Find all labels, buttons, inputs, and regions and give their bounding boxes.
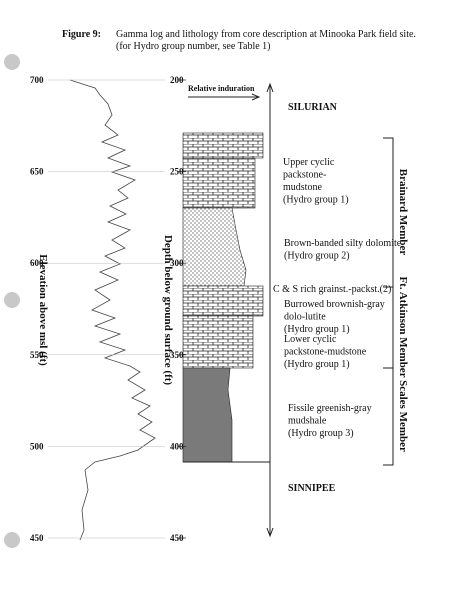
lithology-block (182, 157, 256, 209)
caption-label: Figure 9: (62, 29, 101, 40)
lithology-label: (Hydro group 1) (284, 324, 350, 335)
punch-hole (4, 532, 20, 548)
depth-title: Depth below ground surface (ft) (162, 235, 174, 385)
member-label: Scales Member (397, 380, 409, 452)
elevation-tick-label: 600 (30, 258, 44, 268)
lithology-label: mudshale (288, 416, 327, 427)
lithology-label: packstone-mudstone (284, 347, 367, 358)
lithology-label: Upper cyclic (283, 157, 335, 168)
induration-arrowhead (251, 93, 261, 101)
lithology-block (182, 285, 264, 317)
formation-bottom: SINNIPEE (288, 483, 336, 494)
caption-text: Gamma log and lithology from core descri… (116, 29, 416, 40)
punch-hole (4, 54, 20, 70)
lithology-label: C & S rich grainst.-packst.(2) (273, 284, 391, 295)
depth-tick-label: 200 (170, 75, 184, 85)
lithology-label: Fissile greenish-gray (288, 403, 372, 414)
lithology-block (182, 132, 264, 159)
depth-tick-label: 300 (170, 258, 184, 268)
formation-top: SILURIAN (288, 102, 338, 113)
axis-arrows (266, 82, 274, 538)
lithology-block (182, 207, 247, 287)
depth-tick-label: 400 (170, 441, 184, 451)
depth-tick-label: 250 (170, 167, 184, 177)
lithology-label: (Hydro group 3) (288, 428, 354, 439)
gamma-log (69, 79, 156, 541)
depth-tick-label: 450 (170, 533, 184, 543)
induration-label: Relative induration (188, 84, 255, 93)
member-label: Brainard Member (397, 169, 409, 256)
lithology-label: packstone- (283, 170, 326, 181)
member-label: Ft. Atkinson Member (397, 276, 409, 377)
lithology-label: (Hydro group 1) (284, 359, 350, 370)
lithology-label: (Hydro group 1) (283, 195, 349, 206)
lithology-label: (Hydro group 2) (284, 251, 350, 262)
elevation-tick-label: 700 (30, 75, 44, 85)
elevation-title: Elevation above msl (ft) (37, 254, 49, 366)
lithology-label: Lower cyclic (284, 334, 337, 345)
lithology-label: Burrowed brownish-gray (284, 299, 385, 310)
lithology-block (182, 315, 254, 369)
depth-tick-label: 350 (170, 350, 184, 360)
lithology-label: Brown-banded silty dolomite (284, 238, 402, 249)
lithology-label: dolo-lutite (284, 312, 326, 323)
elevation-tick-label: 650 (30, 167, 44, 177)
elevation-tick-label: 550 (30, 350, 44, 360)
member-brackets (383, 137, 394, 466)
lithology-block (182, 367, 233, 463)
lithology-label: mudstone (283, 182, 322, 193)
caption-note: (for Hydro group number, see Table 1) (116, 41, 271, 52)
elevation-tick-label: 500 (30, 441, 44, 451)
punch-hole (4, 292, 20, 308)
elevation-tick-label: 450 (30, 533, 44, 543)
